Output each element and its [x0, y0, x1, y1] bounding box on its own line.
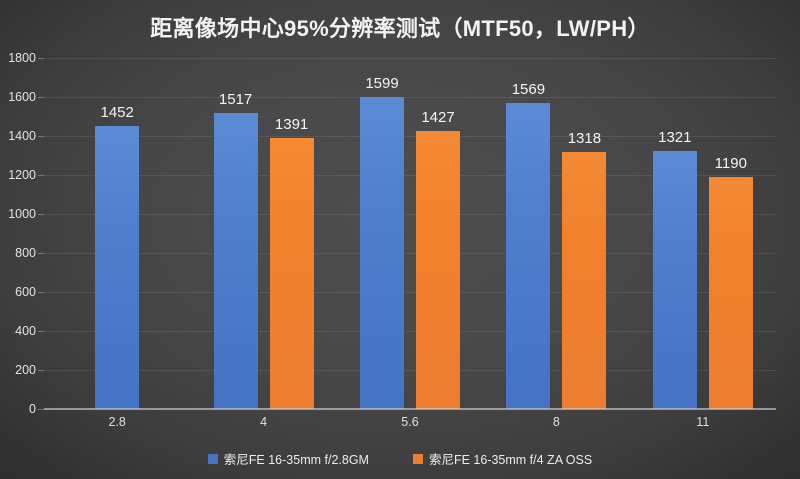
bar-value-label: 1318 [567, 129, 602, 147]
bar-value-label: 1517 [218, 91, 253, 109]
gridline [44, 58, 776, 59]
bar [416, 130, 460, 409]
bar [708, 176, 753, 409]
gridline [44, 292, 776, 293]
bar [269, 137, 314, 409]
bar-value-label: 1452 [100, 103, 134, 121]
y-axis-tick-label: 800 [15, 246, 36, 260]
y-axis-tick-label: 600 [15, 285, 36, 299]
bar [360, 97, 404, 409]
legend-item[interactable]: 索尼FE 16-35mm f/2.8GM [207, 449, 369, 468]
bar-value-label: 1427 [421, 108, 455, 126]
plot-area: 1452 1517 1391 1599 1427 1569 1318 1321 1190 [38, 58, 776, 410]
x-axis-line [44, 408, 776, 410]
y-axis-tick-label: 200 [15, 363, 36, 377]
legend-item[interactable]: 索尼FE 16-35mm f/4 ZA OSS [412, 449, 593, 468]
y-axis-tick-label: 0 [29, 402, 36, 416]
x-axis-tick-label: 11 [696, 415, 710, 429]
legend-label: 索尼FE 16-35mm f/4 ZA OSS [428, 453, 593, 467]
y-tick-mark [38, 253, 44, 254]
y-tick-mark [38, 370, 44, 371]
y-axis-tick-label: 1600 [8, 90, 36, 104]
chart-legend: 索尼FE 16-35mm f/2.8GM 索尼FE 16-35mm f/4 ZA … [0, 449, 800, 468]
bar [506, 103, 551, 409]
y-tick-mark [38, 331, 44, 332]
y-tick-mark [38, 97, 44, 98]
y-axis-tick-label: 1400 [8, 129, 36, 143]
bar-value-label: 1321 [658, 129, 692, 147]
x-axis-tick-label: 4 [260, 415, 268, 429]
legend-swatch-icon [412, 453, 423, 464]
bar [213, 113, 258, 409]
bar [562, 152, 607, 409]
bar-value-label: 1391 [274, 115, 309, 133]
y-tick-mark [38, 409, 44, 410]
bar-value-label: 1190 [714, 154, 747, 172]
gridline [44, 331, 776, 332]
bar-value-label: 1599 [365, 75, 399, 93]
gridline [44, 97, 776, 98]
y-tick-mark [38, 214, 44, 215]
bar [95, 125, 140, 409]
x-axis-tick-label: 5.6 [401, 415, 419, 429]
bar-value-label: 1569 [511, 81, 546, 99]
x-axis-tick-label: 2.8 [108, 415, 126, 429]
gridline [44, 253, 776, 254]
y-axis-tick-label: 1200 [8, 168, 36, 182]
y-tick-mark [38, 292, 44, 293]
chart-title: 距离像场中心95%分辨率测试（MTF50，LW/PH） [150, 16, 650, 41]
bar [652, 151, 697, 409]
x-axis-tick-label: 8 [552, 415, 560, 429]
gridline [44, 175, 776, 176]
y-tick-mark [38, 136, 44, 137]
gridline [44, 136, 776, 137]
gridline [44, 214, 776, 215]
y-axis-tick-label: 1800 [8, 51, 36, 65]
y-tick-mark [38, 58, 44, 59]
gridline [44, 370, 776, 371]
legend-label: 索尼FE 16-35mm f/2.8GM [223, 453, 369, 467]
y-axis-tick-label: 400 [15, 324, 36, 338]
y-tick-mark [38, 175, 44, 176]
legend-swatch-icon [207, 453, 218, 464]
y-axis-tick-label: 1000 [8, 207, 36, 221]
